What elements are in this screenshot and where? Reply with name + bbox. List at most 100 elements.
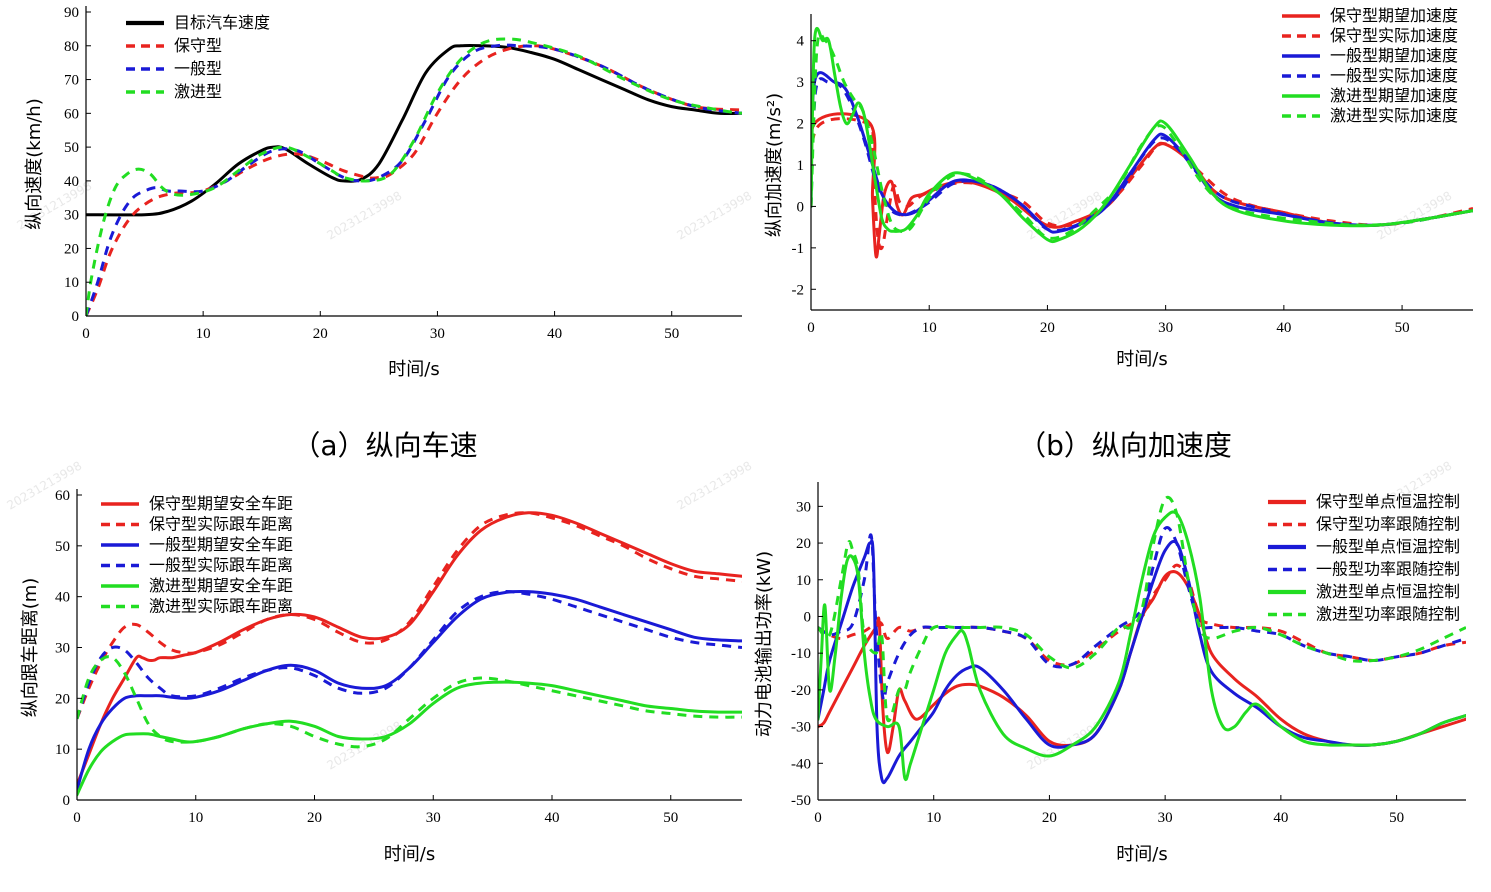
legend-label: 激进型 <box>174 82 222 101</box>
panel-a-speed: 0 10 20 30 40 50 60 70 80 90 0 10 20 30 40 50 时间/s 纵向速度(k… <box>24 5 742 380</box>
series-layer <box>811 27 1473 259</box>
x-axis-title: 时间/s <box>1116 844 1167 865</box>
legend-label: 保守型实际跟车距离 <box>149 515 293 534</box>
panel-c-following-distance: 0 10 20 30 40 50 60 0 10 20 30 40 50 时间/s 纵向跟车距离(m) 保守型… <box>20 488 742 865</box>
x-tick-label: 40 <box>1276 320 1291 336</box>
caption-a: （a）纵向车速 <box>292 429 477 462</box>
x-tick-label: 20 <box>1042 810 1057 826</box>
x-tick-label: 0 <box>82 326 90 342</box>
legend: 保守型期望加速度保守型实际加速度一般型期望加速度一般型实际加速度激进型期望加速度… <box>1281 6 1458 125</box>
series-line-c-1 <box>77 511 742 720</box>
y-tick-label: 0 <box>72 309 80 325</box>
legend-label: 保守型 <box>174 36 222 55</box>
legend-label: 激进型实际加速度 <box>1330 106 1458 125</box>
y-axis-title: 纵向跟车距离(m) <box>20 578 41 718</box>
series-line-d-3 <box>818 526 1466 702</box>
watermark-text: 20231213998 <box>325 188 405 242</box>
y-tick-label: 90 <box>64 5 79 21</box>
series-line-c-3 <box>77 590 742 720</box>
x-tick-label: 40 <box>1273 810 1288 826</box>
x-tick-label: 30 <box>1158 320 1173 336</box>
x-tick-label: 10 <box>922 320 937 336</box>
legend: 保守型单点恒温控制保守型功率跟随控制一般型单点恒温控制一般型功率跟随控制激进型单… <box>1267 492 1460 624</box>
x-tick-label: 40 <box>545 810 560 826</box>
series-line-b-5 <box>811 32 1473 240</box>
series-line-a-2 <box>86 43 742 316</box>
legend-label: 激进型实际跟车距离 <box>149 597 293 616</box>
series-line-c-4 <box>77 680 742 797</box>
y-tick-label: -30 <box>791 720 811 736</box>
x-tick-label: 50 <box>1395 320 1410 336</box>
y-tick-label: 50 <box>55 539 70 555</box>
y-tick-label: 20 <box>64 241 79 257</box>
y-tick-label: 30 <box>64 208 79 224</box>
series-line-b-4 <box>811 27 1473 244</box>
legend-label: 激进型期望安全车距 <box>149 576 293 595</box>
y-tick-label: 0 <box>63 793 71 809</box>
series-line-c-2 <box>77 589 742 792</box>
series-line-a-0 <box>86 43 742 217</box>
x-tick-label: 50 <box>663 810 678 826</box>
y-tick-label: 0 <box>804 609 812 625</box>
x-tick-label: 10 <box>196 326 211 342</box>
y-tick-label: 2 <box>797 117 805 133</box>
series-line-b-3 <box>811 77 1473 233</box>
x-tick-label: 0 <box>807 320 815 336</box>
legend-label: 一般型期望安全车距 <box>149 535 293 554</box>
y-tick-label: -2 <box>792 282 805 298</box>
legend-label: 一般型 <box>174 59 222 78</box>
legend-label: 一般型期望加速度 <box>1330 46 1458 65</box>
legend: 保守型期望安全车距保守型实际跟车距离一般型期望安全车距一般型实际跟车距离激进型期… <box>101 494 293 616</box>
y-axis-title: 纵向加速度(m/s²) <box>764 93 785 237</box>
x-tick-label: 30 <box>1158 810 1173 826</box>
series-line-d-5 <box>818 495 1466 723</box>
legend-label: 一般型功率跟随控制 <box>1316 560 1460 579</box>
legend-label: 保守型期望安全车距 <box>149 494 293 513</box>
y-tick-label: -20 <box>791 683 811 699</box>
x-tick-label: 20 <box>307 810 322 826</box>
x-axis-title: 时间/s <box>1116 349 1167 370</box>
y-tick-label: 20 <box>796 536 811 552</box>
y-tick-label: 10 <box>55 742 70 758</box>
legend-label: 激进型单点恒温控制 <box>1316 582 1460 601</box>
x-tick-label: 10 <box>188 810 203 826</box>
x-tick-label: 30 <box>430 326 445 342</box>
y-tick-label: 30 <box>55 641 70 657</box>
y-tick-label: 0 <box>797 199 805 215</box>
y-tick-label: 10 <box>64 275 79 291</box>
legend-label: 目标汽车速度 <box>174 13 270 32</box>
series-line-d-2 <box>818 539 1466 785</box>
y-axis-title: 动力电池输出功率(kW) <box>754 551 775 737</box>
y-tick-label: 40 <box>64 174 79 190</box>
y-tick-label: 4 <box>797 34 805 50</box>
series-line-c-0 <box>77 511 742 787</box>
legend-label: 一般型单点恒温控制 <box>1316 537 1460 556</box>
y-tick-label: 60 <box>55 488 70 504</box>
watermark-text: 20231213998 <box>325 718 405 772</box>
x-tick-label: 0 <box>73 810 81 826</box>
y-axis-title: 纵向速度(km/h) <box>24 98 45 229</box>
series-line-c-5 <box>77 655 742 749</box>
y-tick-label: 3 <box>797 75 805 91</box>
series-line-a-3 <box>86 37 742 316</box>
y-tick-label: 70 <box>64 73 79 89</box>
x-tick-label: 50 <box>1389 810 1404 826</box>
legend-label: 保守型单点恒温控制 <box>1316 492 1460 511</box>
y-tick-label: 10 <box>796 573 811 589</box>
y-tick-label: 80 <box>64 39 79 55</box>
y-tick-label: 50 <box>64 140 79 156</box>
series-line-b-1 <box>811 117 1473 251</box>
y-tick-label: -1 <box>792 241 805 257</box>
legend-label: 激进型功率跟随控制 <box>1316 605 1460 624</box>
x-tick-label: 20 <box>1040 320 1055 336</box>
x-tick-label: 10 <box>926 810 941 826</box>
y-tick-label: -50 <box>791 793 811 809</box>
series-layer <box>77 511 742 797</box>
legend-label: 保守型期望加速度 <box>1330 6 1458 25</box>
x-tick-label: 0 <box>814 810 822 826</box>
series-layer <box>86 37 742 316</box>
y-tick-label: 40 <box>55 590 70 606</box>
